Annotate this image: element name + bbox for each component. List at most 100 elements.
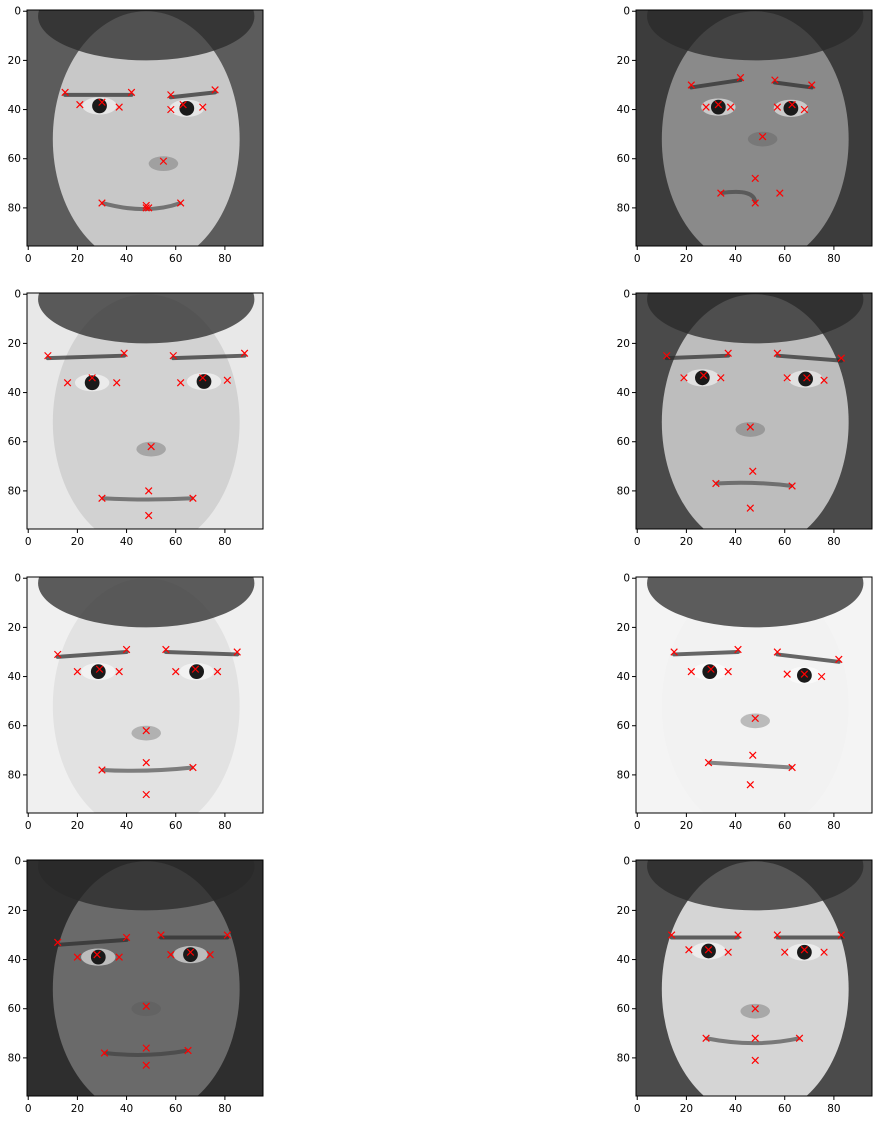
keypoint-marker <box>837 354 845 362</box>
keypoint-marker <box>751 199 759 207</box>
keypoint-marker <box>120 349 128 357</box>
y-tick-label: 40 <box>8 671 21 683</box>
keypoint-marker <box>167 105 175 114</box>
keypoint-marker <box>98 98 106 106</box>
keypoint-marker <box>240 349 249 357</box>
keypoint-marker <box>704 946 713 954</box>
y-tick-label: 40 <box>617 104 630 116</box>
keypoint-marker <box>122 645 131 654</box>
x-tick-label: 60 <box>778 253 791 265</box>
x-tick-label: 40 <box>729 253 742 265</box>
keypoint-marker <box>751 1005 759 1013</box>
x-tick-label: 20 <box>680 820 693 832</box>
keypoint-marker <box>773 648 782 656</box>
y-tick-label: 60 <box>617 436 630 448</box>
axes-frame <box>635 9 873 247</box>
keypoint-marker <box>783 670 791 678</box>
y-tick-label: 20 <box>8 55 21 67</box>
keypoint-marker <box>717 189 725 197</box>
x-tick-label: 20 <box>680 1103 693 1115</box>
keypoint-marker <box>685 946 693 954</box>
y-tick-label: 20 <box>8 905 21 917</box>
keypoint-marker <box>788 482 796 490</box>
x-tick-label: 60 <box>169 1103 182 1115</box>
keypoint-marker <box>702 103 710 111</box>
x-tick-label: 80 <box>827 820 840 832</box>
keypoint-marker <box>162 645 170 654</box>
x-tick-label: 80 <box>218 536 231 548</box>
x-tick-label: 0 <box>25 820 32 832</box>
keypoint-marker <box>144 487 153 495</box>
keypoint-marker <box>223 376 232 384</box>
keypoint-marker <box>803 374 811 382</box>
keypoint-marker <box>724 667 732 676</box>
keypoint-marker <box>680 374 688 382</box>
y-tick-label: 80 <box>8 1052 21 1064</box>
keypoint-marker <box>61 88 69 97</box>
keypoint-marker <box>837 931 845 939</box>
keypoint-marker <box>749 467 757 475</box>
keypoint-marker <box>795 1034 804 1042</box>
keypoint-marker <box>788 100 796 109</box>
face-image <box>27 10 263 246</box>
y-tick-label: 20 <box>617 338 630 350</box>
keypoint-marker <box>169 351 177 360</box>
x-tick-label: 0 <box>25 1103 32 1115</box>
axes-frame <box>26 859 264 1097</box>
keypoint-marker <box>734 931 742 939</box>
keypoint-marker <box>820 376 828 384</box>
face-panel-4: 0 20 40 60 80 0 20 40 60 80 <box>617 289 873 548</box>
x-tick-label: 20 <box>71 1103 84 1115</box>
keypoint-marker <box>98 199 106 207</box>
keypoint-marker <box>704 758 713 767</box>
keypoint-marker <box>835 655 843 664</box>
y-tick-label: 40 <box>617 671 630 683</box>
x-tick-label: 80 <box>827 253 840 265</box>
x-tick-label: 60 <box>778 536 791 548</box>
x-tick-label: 80 <box>827 536 840 548</box>
x-tick-label: 0 <box>634 253 641 265</box>
y-tick-label: 40 <box>8 954 21 966</box>
keypoint-marker <box>670 648 678 656</box>
keypoint-marker <box>736 73 745 82</box>
face-panel-2: 0 20 40 60 80 0 20 40 60 80 <box>617 6 873 265</box>
y-tick-label: 40 <box>8 104 21 116</box>
keypoint-marker <box>54 650 62 659</box>
keypoint-marker <box>115 103 123 111</box>
keypoint-marker <box>724 349 732 357</box>
keypoint-marker <box>147 442 155 451</box>
keypoint-marker <box>776 189 784 197</box>
x-tick-label: 80 <box>218 1103 231 1115</box>
keypoint-marker <box>142 790 150 799</box>
keypoint-marker <box>142 726 150 735</box>
keypoint-marker <box>144 204 153 212</box>
x-tick-label: 20 <box>71 536 84 548</box>
keypoint-marker <box>88 374 96 382</box>
x-tick-label: 0 <box>25 536 32 548</box>
keypoint-marker <box>157 931 165 939</box>
face-panel-8: 0 20 40 60 80 0 20 40 60 80 <box>617 856 873 1115</box>
keypoint-marker <box>115 953 123 961</box>
keypoint-marker <box>707 665 715 673</box>
x-tick-label: 40 <box>120 1103 133 1115</box>
x-tick-label: 0 <box>25 253 32 265</box>
keypoint-marker <box>800 670 809 678</box>
face-image <box>27 860 263 1096</box>
x-tick-label: 20 <box>680 536 693 548</box>
face-image <box>636 577 872 813</box>
y-tick-label: 40 <box>617 954 630 966</box>
x-tick-label: 0 <box>634 1103 641 1115</box>
y-tick-label: 0 <box>623 289 630 301</box>
y-tick-label: 20 <box>8 622 21 634</box>
y-tick-label: 60 <box>617 720 630 732</box>
y-tick-label: 60 <box>8 436 21 448</box>
x-tick-label: 40 <box>120 820 133 832</box>
keypoint-marker <box>746 423 755 431</box>
x-tick-label: 40 <box>120 253 133 265</box>
x-tick-label: 20 <box>71 820 84 832</box>
keypoint-marker <box>189 763 197 772</box>
keypoint-marker <box>758 132 767 141</box>
keypoint-marker <box>781 948 789 956</box>
keypoint-marker <box>808 81 816 89</box>
x-tick-label: 40 <box>120 536 133 548</box>
